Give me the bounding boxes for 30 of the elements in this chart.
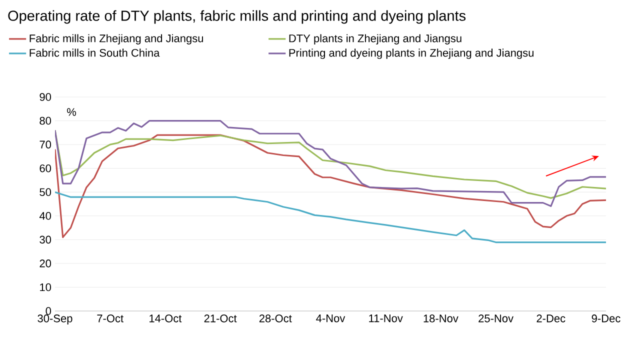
- x-tick-label: 21-Oct: [204, 314, 237, 322]
- x-tick-label: 7-Oct: [97, 314, 124, 322]
- y-tick-label: 20: [40, 260, 52, 268]
- chart-title: Operating rate of DTY plants, fabric mills and printing and dyeing plants: [8, 10, 466, 24]
- line-series: [55, 191, 606, 244]
- x-tick-label: 9-Dec: [592, 314, 620, 322]
- x-tick-label: 14-Oct: [150, 314, 182, 322]
- x-tick-label: 28-Oct: [259, 314, 292, 322]
- legend-label: Fabric mills in Zhejiang and Jiangsu: [30, 34, 203, 44]
- y-tick-label: 90: [40, 93, 52, 101]
- line-series: [55, 120, 606, 207]
- x-tick-label: 18-Nov: [424, 314, 458, 322]
- x-tick-label: 11-Nov: [369, 314, 403, 322]
- y-tick-label: 60: [40, 164, 52, 172]
- y-axis-title: %: [67, 108, 76, 116]
- y-tick-label: 10: [40, 283, 52, 292]
- x-tick-label: 4-Nov: [316, 314, 346, 322]
- line-series: [55, 134, 606, 238]
- x-tick-label: 25-Nov: [478, 314, 514, 322]
- x-tick-label: 2-Dec: [536, 314, 566, 322]
- y-tick-label: 40: [39, 212, 52, 220]
- legend-label: Printing and dyeing plants in Zhejiang and Jiangsu: [289, 48, 534, 59]
- y-tick-label: 80: [40, 116, 52, 125]
- y-tick-label: 30: [40, 236, 52, 244]
- x-tick-label: 30-Sep: [38, 314, 72, 324]
- legend-label: Fabric mills in South China: [30, 48, 160, 57]
- y-tick-label: 50: [40, 188, 52, 196]
- y-tick-label: 70: [40, 140, 52, 148]
- y-tick-label: 0: [46, 307, 52, 315]
- legend-label: DTY plants in Zhejiang and Jiangsu: [289, 34, 462, 44]
